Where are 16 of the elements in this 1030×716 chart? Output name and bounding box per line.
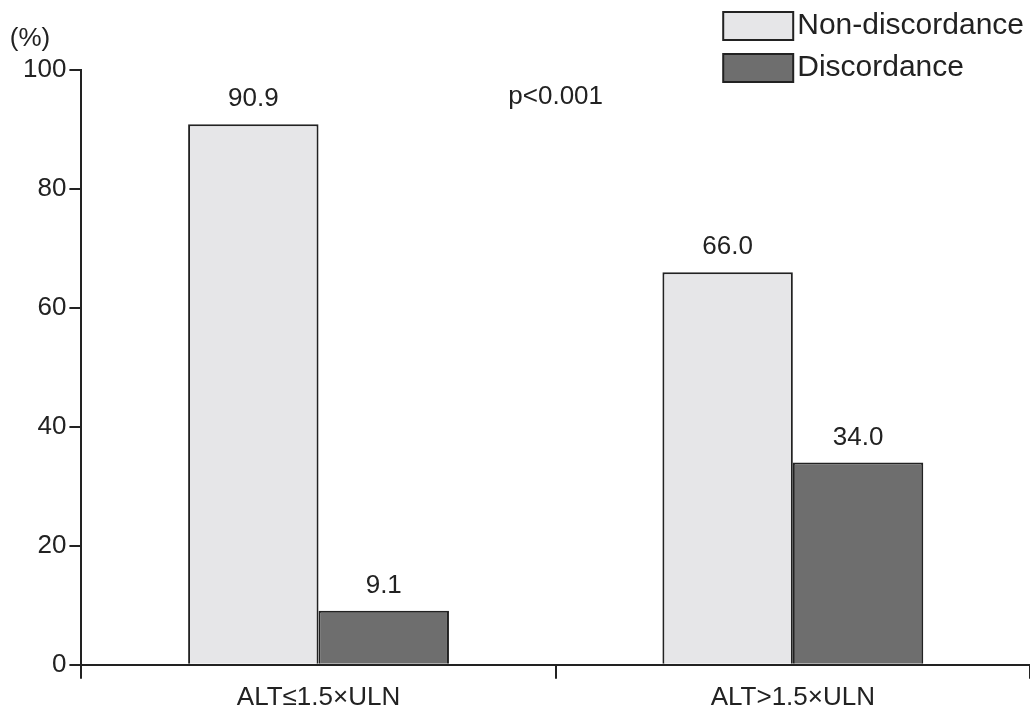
data-label: 34.0 <box>832 420 884 451</box>
x-tick-label: ALT>1.5×ULN <box>710 680 875 711</box>
y-tick-label: 60 <box>37 291 67 322</box>
y-tick-label: 20 <box>37 529 67 560</box>
x-tick-label: ALT≤1.5×ULN <box>236 680 401 711</box>
legend-label: Discordance <box>797 49 964 83</box>
data-label: 9.1 <box>365 568 402 599</box>
data-label: 90.9 <box>228 82 279 113</box>
legend-label: Non-discordance <box>797 7 1025 41</box>
annotation: p<0.001 <box>508 80 604 111</box>
y-tick-label: 0 <box>51 647 67 678</box>
data-label: 66.0 <box>702 230 753 261</box>
y-tick-label: 40 <box>37 410 67 441</box>
y-tick-label: 80 <box>37 172 67 203</box>
y-tick-label: 100 <box>22 53 67 84</box>
y-axis-title: (%) <box>9 22 51 53</box>
